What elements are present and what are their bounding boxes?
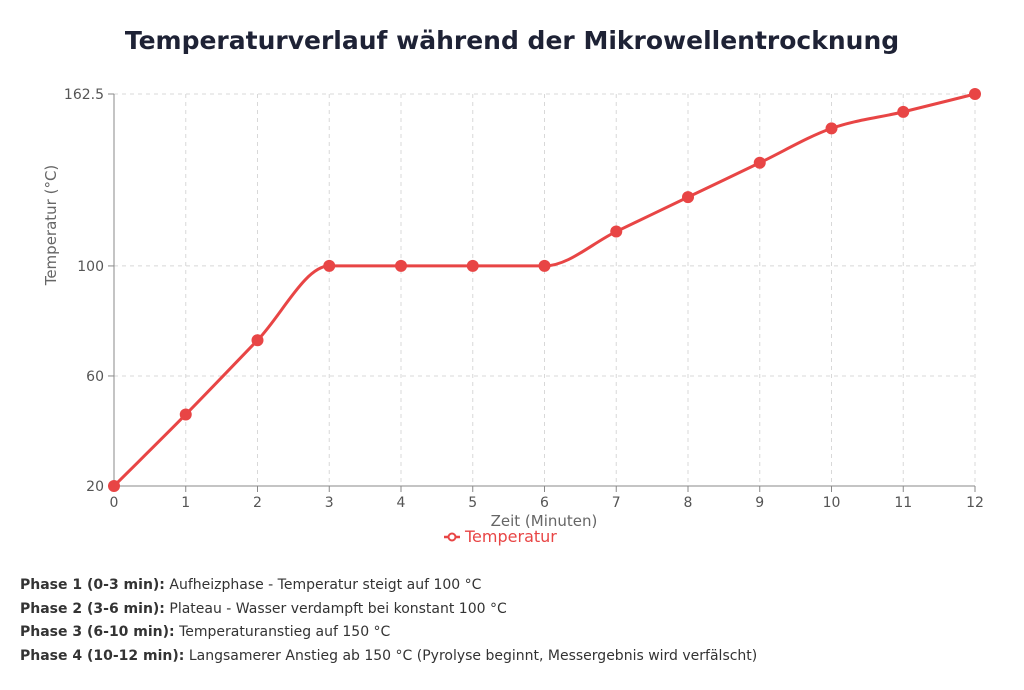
y-tick-label: 60 (86, 369, 104, 385)
phase-note-label: Phase 1 (0-3 min): (20, 577, 165, 593)
data-point[interactable] (610, 225, 623, 238)
x-tick-label: 0 (110, 495, 119, 511)
y-tick-label: 162.5 (64, 87, 104, 103)
x-tick-label: 12 (966, 495, 984, 511)
axes (108, 93, 976, 492)
x-tick-label: 2 (253, 495, 262, 511)
chart-title: Temperaturverlauf während der Mikrowelle… (124, 26, 900, 55)
x-tick-label: 3 (325, 495, 334, 511)
legend-label: Temperatur (464, 527, 557, 546)
phase-note: Phase 3 (6-10 min): Temperaturanstieg au… (20, 621, 757, 645)
data-point[interactable] (251, 334, 264, 347)
phase-note-label: Phase 2 (3-6 min): (20, 600, 165, 617)
data-point[interactable] (825, 122, 838, 135)
phase-note: Phase 2 (3-6 min): Plateau - Wasser verd… (20, 598, 757, 622)
y-axis-label: Temperatur (°C) (42, 165, 60, 287)
phase-note-label: Phase 4 (10-12 min): (20, 647, 185, 664)
data-point[interactable] (969, 88, 981, 100)
phase-notes: Phase 1 (0-3 min): Aufheizphase - Temper… (20, 574, 757, 668)
x-tick-label: 7 (612, 495, 621, 511)
phase-note-label: Phase 3 (6-10 min): (20, 624, 175, 640)
legend[interactable]: Temperatur (444, 527, 557, 546)
y-tick-label: 100 (77, 259, 104, 275)
x-tick-label: 8 (684, 495, 693, 511)
x-tick-label: 4 (397, 495, 406, 511)
data-point[interactable] (753, 156, 766, 169)
grid-lines (114, 93, 976, 486)
data-point[interactable] (395, 259, 407, 272)
x-tick-label: 6 (540, 495, 549, 511)
data-point[interactable] (108, 480, 120, 492)
x-tick-label: 5 (468, 495, 477, 511)
x-tick-label: 11 (894, 495, 912, 511)
data-point[interactable] (682, 191, 694, 204)
x-tick-label: 10 (823, 495, 841, 511)
y-tick-label: 20 (86, 479, 104, 495)
x-axis-label: Zeit (Minuten) (491, 512, 598, 530)
phase-note-text: Aufheizphase - Temperatur steigt auf 100… (164, 577, 482, 593)
phase-note-text: Langsamerer Anstieg ab 150 °C (Pyrolyse … (184, 647, 758, 664)
x-tick-labels: 0 1 2 3 4 5 6 7 8 9 10 11 12 (110, 495, 984, 511)
data-point[interactable] (179, 408, 192, 421)
phase-note: Phase 4 (10-12 min): Langsamerer Anstieg… (20, 645, 757, 669)
y-tick-labels: 20 60 100 162.5 (64, 87, 104, 495)
data-point[interactable] (466, 259, 479, 272)
phase-note-text: Temperaturanstieg auf 150 °C (174, 624, 391, 640)
data-point[interactable] (538, 259, 551, 272)
data-points (108, 88, 981, 492)
x-tick-label: 1 (181, 495, 190, 511)
data-point[interactable] (897, 105, 910, 118)
phase-note-text: Plateau - Wasser verdampft bei konstant … (164, 600, 507, 617)
phase-note: Phase 1 (0-3 min): Aufheizphase - Temper… (20, 574, 757, 598)
legend-marker (447, 532, 457, 542)
data-point[interactable] (323, 259, 336, 272)
x-tick-label: 9 (755, 495, 764, 511)
